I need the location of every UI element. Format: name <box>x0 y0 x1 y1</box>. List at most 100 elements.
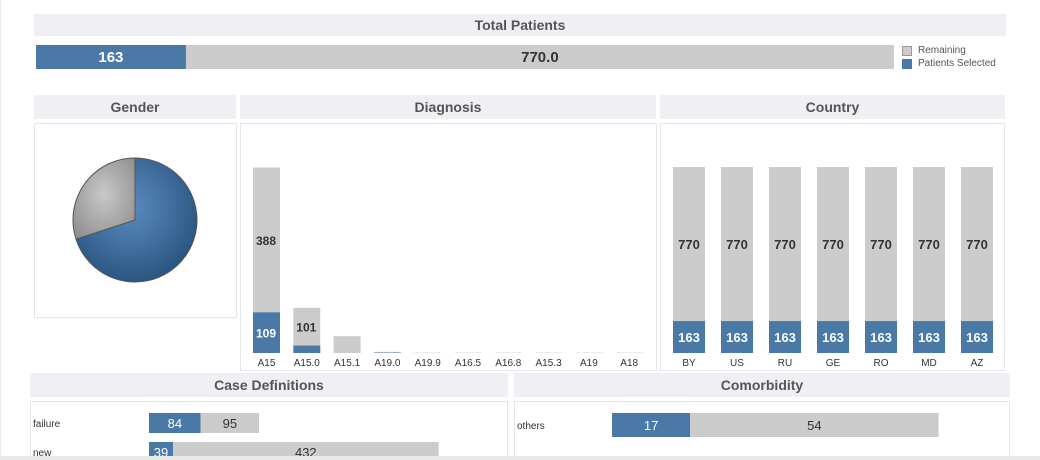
data-label-selected: 84 <box>168 416 182 431</box>
x-tick-label: A15.1 <box>334 358 361 369</box>
country-title: Country <box>805 99 860 115</box>
total-selected-bar[interactable] <box>36 45 186 69</box>
bar-selected-ru[interactable] <box>769 321 801 353</box>
legend-label-selected: Patients Selected <box>918 58 996 69</box>
legend-swatch-remaining <box>902 45 912 56</box>
gender-title: Gender <box>110 99 160 115</box>
x-tick-label: RU <box>778 358 792 369</box>
data-label-remaining: 54 <box>807 418 821 433</box>
total-selected-label: 163 <box>98 49 123 66</box>
data-label-remaining: 770 <box>774 237 796 252</box>
comorbidity-bar-chart: others 17 54 <box>517 413 939 437</box>
bar-remaining-a15[interactable] <box>253 167 280 313</box>
data-label: 101 <box>296 321 316 335</box>
data-label: 388 <box>256 234 276 248</box>
case-definitions-title: Case Definitions <box>214 377 324 393</box>
x-tick-label: A16.8 <box>495 358 522 369</box>
data-label-selected: 163 <box>774 330 796 345</box>
bar-remaining-ru[interactable] <box>769 167 801 322</box>
bar-remaining-a15-0[interactable] <box>293 307 321 346</box>
x-tick-label: A19 <box>580 358 598 369</box>
data-label-selected: 163 <box>918 330 940 345</box>
legend-item-selected[interactable]: Patients Selected <box>902 57 996 70</box>
bar-remaining-md[interactable] <box>913 167 945 322</box>
data-label: 109 <box>256 327 276 341</box>
bar-remaining-failure[interactable] <box>200 413 260 433</box>
x-tick-label: A19.0 <box>374 358 401 369</box>
x-tick-label: RO <box>874 358 889 369</box>
bar-selected-new[interactable] <box>149 442 173 460</box>
data-label-selected: 163 <box>726 330 748 345</box>
bar-selected-a15-0[interactable] <box>293 345 321 353</box>
x-tick-label: BY <box>682 358 696 369</box>
data-label-remaining: 770 <box>966 237 988 252</box>
data-label-remaining: 770 <box>726 237 748 252</box>
data-label-selected: 163 <box>870 330 892 345</box>
x-tick-label: MD <box>921 358 937 369</box>
total-patients-bar[interactable]: 163 770.0 <box>36 45 896 70</box>
bar-selected-a15[interactable] <box>253 312 280 353</box>
bar-selected-md[interactable] <box>913 321 945 353</box>
diagnosis-title: Diagnosis <box>414 99 482 115</box>
data-label-selected: 163 <box>678 330 700 345</box>
total-legend: Remaining Patients Selected <box>902 44 996 70</box>
bar-selected-failure[interactable] <box>149 413 201 433</box>
bar-remaining-az[interactable] <box>961 167 993 322</box>
bar-selected-us[interactable] <box>721 321 753 353</box>
bar-remaining-a19-0[interactable] <box>373 351 401 353</box>
bar-selected-by[interactable] <box>673 321 705 353</box>
comorbidity-header: Comorbidity <box>514 373 1010 397</box>
bar-remaining-others[interactable] <box>690 413 939 437</box>
bar-remaining-ro[interactable] <box>865 167 897 322</box>
legend-label-remaining: Remaining <box>918 45 966 56</box>
category-label-others: others <box>517 421 545 432</box>
left-edge <box>0 0 1 460</box>
gender-header: Gender <box>34 95 236 119</box>
x-tick-label: US <box>730 358 744 369</box>
case-definitions-header: Case Definitions <box>30 373 508 397</box>
data-label-remaining: 770 <box>678 237 700 252</box>
legend-item-remaining[interactable]: Remaining <box>902 44 996 57</box>
bar-remaining-us[interactable] <box>721 167 753 322</box>
total-patients-title: Total Patients <box>474 17 566 33</box>
x-tick-label: A19.9 <box>415 358 442 369</box>
data-label-selected: 163 <box>966 330 988 345</box>
x-tick-label: A15.0 <box>294 358 321 369</box>
data-label-remaining: 770 <box>918 237 940 252</box>
category-label-failure: failure <box>33 419 61 430</box>
bar-selected-az[interactable] <box>961 321 993 353</box>
pie-slices <box>72 157 198 283</box>
country-header: Country <box>660 95 1005 119</box>
x-tick-label: A15 <box>258 358 276 369</box>
pie-slice-1[interactable] <box>72 157 136 240</box>
bar-remaining-new[interactable] <box>172 442 439 460</box>
diagnosis-header: Diagnosis <box>240 95 656 119</box>
pie-slice-0[interactable] <box>75 157 198 283</box>
gender-panel <box>34 123 237 318</box>
data-label-selected: 17 <box>644 418 658 433</box>
bar-selected-ro[interactable] <box>865 321 897 353</box>
x-tick-label: GE <box>826 358 841 369</box>
data-label-remaining: 95 <box>223 416 237 431</box>
data-label-remaining: 770 <box>822 237 844 252</box>
x-tick-label: A15.3 <box>536 358 563 369</box>
legend-swatch-selected <box>902 58 912 69</box>
diagnosis-bar-chart: A15 A15.0 A15.1 A19.0 A19.9 A16.5 A16.8 A15.3 A1… <box>253 167 643 369</box>
category-label-new: new <box>33 448 52 459</box>
bar-selected-others[interactable] <box>612 413 691 437</box>
gender-pie-chart <box>72 157 198 283</box>
bar-selected-ge[interactable] <box>817 321 849 353</box>
bar-remaining-ge[interactable] <box>817 167 849 322</box>
page-bottom-edge <box>0 456 1040 460</box>
x-tick-label: A18 <box>620 358 638 369</box>
country-bar-chart: BY 163 770 US 163 770 RU 163 770 GE 163 770 RO 163 770… <box>673 167 993 369</box>
data-label-remaining: 770 <box>870 237 892 252</box>
bar-remaining-by[interactable] <box>673 167 705 322</box>
bar-remaining-a15-1[interactable] <box>333 336 361 353</box>
x-tick-label: AZ <box>971 358 984 369</box>
x-tick-label: A16.5 <box>455 358 482 369</box>
comorbidity-title: Comorbidity <box>720 377 804 393</box>
data-label-selected: 163 <box>822 330 844 345</box>
total-patients-header: Total Patients <box>34 14 1006 36</box>
